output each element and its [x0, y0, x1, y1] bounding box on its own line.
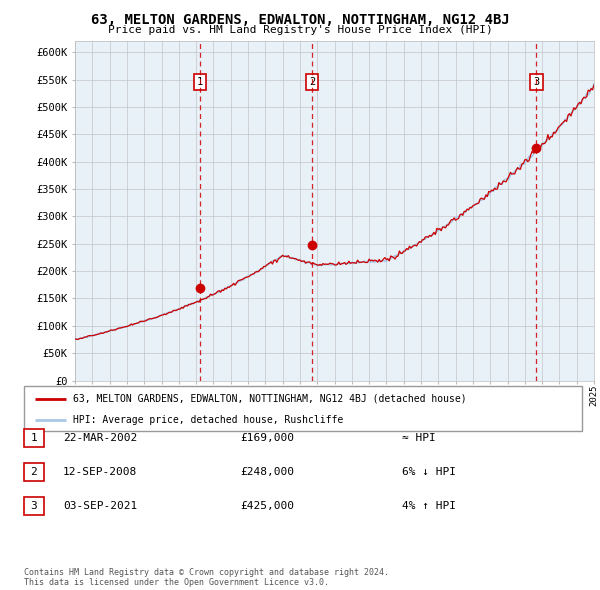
Text: Contains HM Land Registry data © Crown copyright and database right 2024.
This d: Contains HM Land Registry data © Crown c… — [24, 568, 389, 587]
Text: Price paid vs. HM Land Registry's House Price Index (HPI): Price paid vs. HM Land Registry's House … — [107, 25, 493, 35]
Text: 3: 3 — [31, 502, 37, 511]
Text: 03-SEP-2021: 03-SEP-2021 — [63, 502, 137, 511]
Text: £248,000: £248,000 — [240, 467, 294, 477]
Text: 1: 1 — [197, 77, 203, 87]
Text: ≈ HPI: ≈ HPI — [402, 433, 436, 442]
Text: £425,000: £425,000 — [240, 502, 294, 511]
Text: 12-SEP-2008: 12-SEP-2008 — [63, 467, 137, 477]
Text: 63, MELTON GARDENS, EDWALTON, NOTTINGHAM, NG12 4BJ: 63, MELTON GARDENS, EDWALTON, NOTTINGHAM… — [91, 13, 509, 27]
Text: 4% ↑ HPI: 4% ↑ HPI — [402, 502, 456, 511]
Text: 3: 3 — [533, 77, 539, 87]
Text: HPI: Average price, detached house, Rushcliffe: HPI: Average price, detached house, Rush… — [73, 415, 343, 425]
Text: £169,000: £169,000 — [240, 433, 294, 442]
Text: 63, MELTON GARDENS, EDWALTON, NOTTINGHAM, NG12 4BJ (detached house): 63, MELTON GARDENS, EDWALTON, NOTTINGHAM… — [73, 394, 467, 404]
Text: 2: 2 — [309, 77, 316, 87]
Text: 22-MAR-2002: 22-MAR-2002 — [63, 433, 137, 442]
Text: 6% ↓ HPI: 6% ↓ HPI — [402, 467, 456, 477]
Text: 2: 2 — [31, 467, 37, 477]
Text: 1: 1 — [31, 433, 37, 442]
